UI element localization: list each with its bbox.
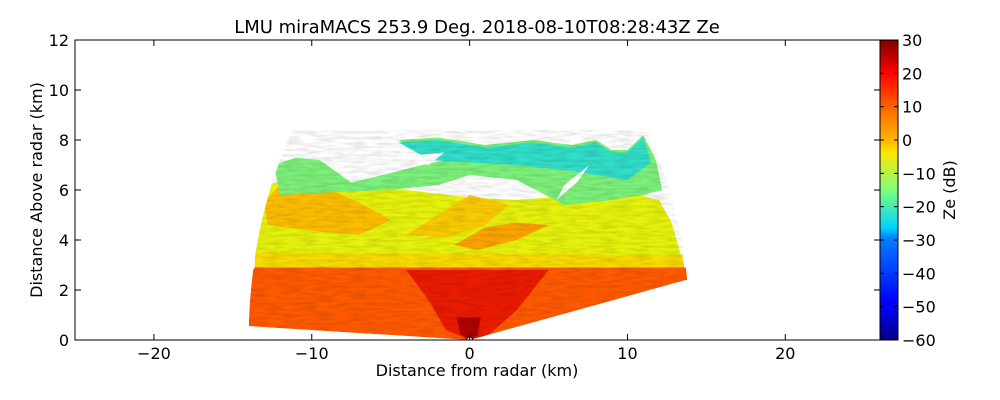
y-tick-label: 2 <box>59 281 69 300</box>
y-axis-label: Distance Above radar (km) <box>27 82 46 298</box>
colorbar-tick-label: 30 <box>902 31 922 50</box>
chart-title: LMU miraMACS 253.9 Deg. 2018-08-10T08:28… <box>234 17 720 38</box>
colorbar-tick-label: −20 <box>902 198 936 217</box>
y-tick-label: 12 <box>49 31 69 50</box>
x-tick-label: −10 <box>295 344 329 363</box>
x-axis-label: Distance from radar (km) <box>376 361 579 380</box>
y-tick-label: 6 <box>59 181 69 200</box>
radar-reflectivity-field <box>75 40 880 340</box>
colorbar-label: Ze (dB) <box>940 160 959 220</box>
x-tick-label: −20 <box>137 344 171 363</box>
colorbar-tick-label: −10 <box>902 164 936 183</box>
colorbar-tick-label: −40 <box>902 264 936 283</box>
colorbar-tick-label: −30 <box>902 231 936 250</box>
colorbar-tick-label: 0 <box>902 131 912 150</box>
colorbar-tick-label: 10 <box>902 98 922 117</box>
colorbar-ticks: 30 20 10 0 −10 −20 −30 −40 −50 −60 <box>880 31 936 350</box>
sector-mask-below-left <box>75 326 470 340</box>
x-tick-label: 10 <box>617 344 637 363</box>
y-tick-label: 10 <box>49 81 69 100</box>
colorbar-tick-label: 20 <box>902 64 922 83</box>
sector-mask-right <box>583 40 880 340</box>
y-tick-label: 8 <box>59 131 69 150</box>
x-axis: −20 −10 0 10 20 <box>137 40 795 363</box>
y-axis: 0 2 4 6 8 10 12 <box>49 31 880 350</box>
y-tick-label: 4 <box>59 231 69 250</box>
sector-mask-below-right <box>469 280 880 340</box>
x-tick-label: 20 <box>775 344 795 363</box>
x-tick-label: 0 <box>465 344 475 363</box>
colorbar-tick-label: −50 <box>902 298 936 317</box>
y-tick-label: 0 <box>59 331 69 350</box>
sector-mask-left <box>75 40 357 340</box>
colorbar <box>879 39 899 341</box>
colorbar-tick-label: −60 <box>902 331 936 350</box>
